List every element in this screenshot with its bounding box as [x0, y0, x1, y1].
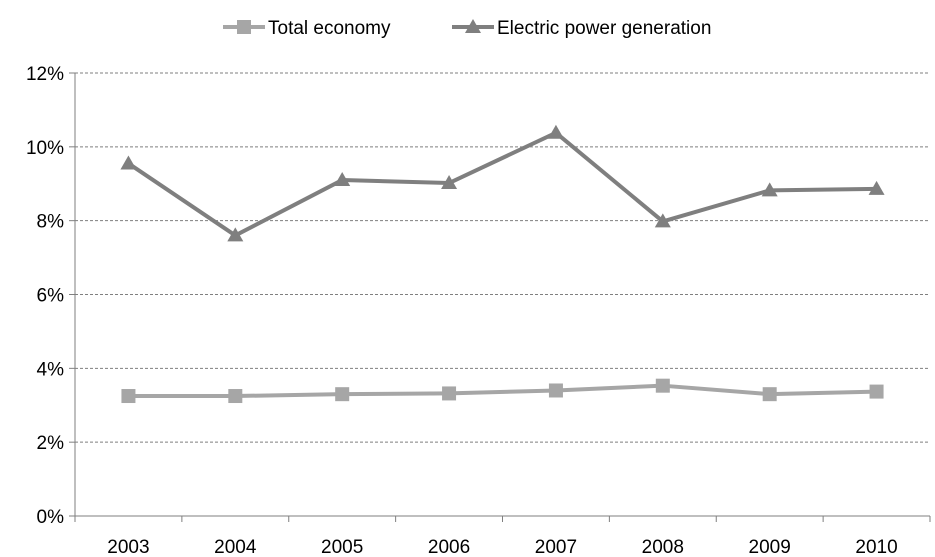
y-tick-label: 12%: [26, 64, 64, 85]
x-tick-label: 2007: [535, 537, 577, 557]
series-line: [127, 130, 877, 238]
data-point: [120, 155, 137, 170]
series-1: [120, 124, 885, 242]
data-point: [441, 175, 458, 190]
data-point: [869, 384, 884, 399]
x-tick-label: 2005: [321, 537, 363, 557]
x-tick-label: 2008: [642, 537, 684, 557]
gridlines: [75, 72, 930, 443]
data-point: [121, 389, 136, 404]
data-point: [228, 389, 243, 404]
legend-label: Electric power generation: [497, 18, 711, 39]
series-lines: [120, 124, 885, 404]
x-tick-label: 2006: [428, 537, 470, 557]
data-point: [655, 378, 670, 393]
data-point: [762, 387, 777, 402]
y-tick-label: 4%: [37, 359, 65, 380]
series-line: [128, 383, 877, 399]
legend-label: Total economy: [268, 18, 391, 39]
y-tick-label: 0%: [37, 507, 65, 528]
series-0: [121, 378, 884, 404]
legend-marker: [237, 20, 251, 34]
x-tick-label: 2010: [855, 537, 897, 557]
legend-item: Total economy: [223, 18, 391, 39]
axes: 0% 2% 4% 6% 8% 10% 12% 2003 2004 2005 2006 2007 2008…: [26, 64, 931, 557]
y-tick-label: 2%: [37, 433, 65, 454]
y-tick-label: 10%: [26, 138, 64, 159]
legend-item: Electric power generation: [452, 18, 711, 39]
data-point: [548, 383, 563, 398]
data-point: [547, 124, 564, 139]
legend-marker: [465, 19, 481, 33]
data-point: [868, 180, 885, 195]
x-tick-label: 2003: [107, 537, 149, 557]
data-point: [654, 213, 671, 228]
x-tick-label: 2004: [214, 537, 257, 557]
y-tick-label: 6%: [37, 286, 65, 307]
data-point: [227, 227, 244, 242]
data-point: [335, 387, 350, 402]
data-point: [761, 182, 778, 197]
data-point: [442, 386, 457, 401]
legend: Total economy Electric power generation: [223, 18, 711, 39]
data-point: [334, 172, 351, 187]
y-tick-label: 8%: [37, 212, 65, 233]
x-tick-label: 2009: [749, 537, 791, 557]
